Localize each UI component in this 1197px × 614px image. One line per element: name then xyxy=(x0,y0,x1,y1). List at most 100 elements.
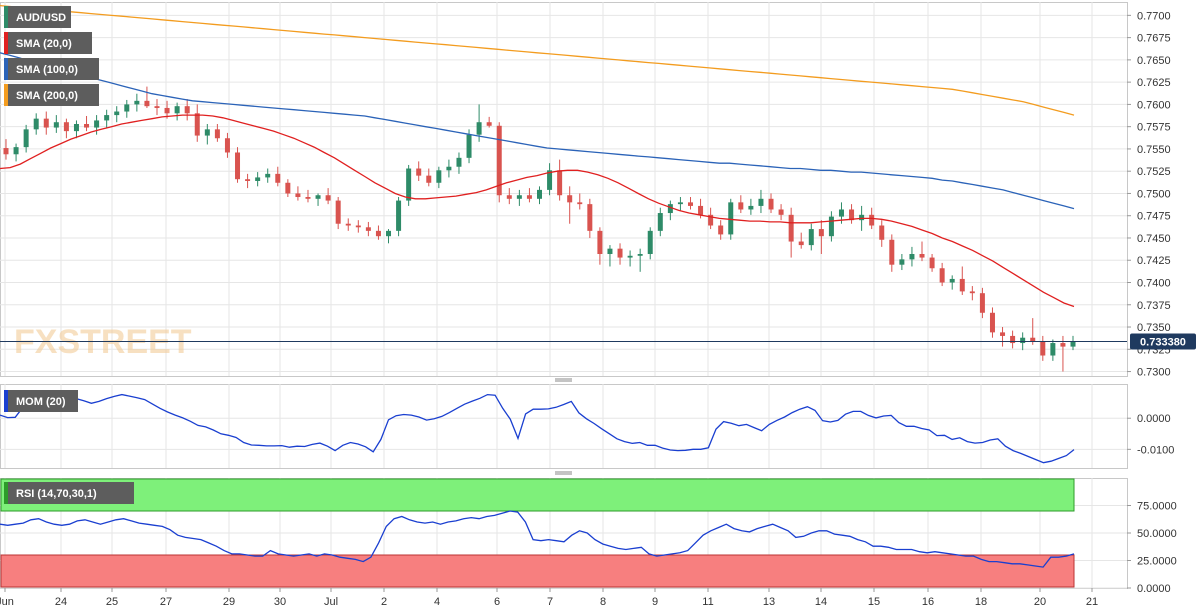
candle-body xyxy=(325,195,331,201)
y-tick-label: 0.7475 xyxy=(1137,211,1171,223)
candle-body xyxy=(144,100,150,107)
candle-body xyxy=(949,278,955,283)
candle-body xyxy=(526,195,532,199)
candle-body xyxy=(617,248,623,258)
candle-body xyxy=(104,115,110,121)
candle-body xyxy=(285,182,291,194)
candle-body xyxy=(265,173,271,178)
candle-body xyxy=(114,111,120,116)
momentum-label-accent xyxy=(4,390,8,412)
y-tick-label: 0.7375 xyxy=(1137,300,1171,312)
candle-body xyxy=(335,200,341,224)
sma-100-line xyxy=(0,52,1075,210)
momentum-y-tick-label: -0.0100 xyxy=(1137,444,1174,456)
candle-body xyxy=(33,118,39,130)
candle-body xyxy=(124,104,130,112)
x-tick-label: 9 xyxy=(652,596,658,608)
candle-body xyxy=(838,209,844,217)
candle-body xyxy=(567,195,573,203)
sma-100-label[interactable] xyxy=(8,58,99,80)
candle-body xyxy=(506,195,512,199)
candle-body xyxy=(748,205,754,210)
candle-body xyxy=(436,170,442,183)
sma-200-label-text: SMA (200,0) xyxy=(16,90,78,102)
x-tick-label: 27 xyxy=(160,596,172,608)
candle-body xyxy=(194,113,200,136)
candle-body xyxy=(979,293,985,313)
symbol-label[interactable] xyxy=(8,6,71,28)
y-tick-label: 0.7450 xyxy=(1137,233,1171,245)
candle-body xyxy=(909,254,915,260)
candle-body xyxy=(728,202,734,235)
x-tick-label: 8 xyxy=(600,596,606,608)
rsi-label-text: RSI (14,70,30,1) xyxy=(16,488,97,500)
candle-body xyxy=(718,225,724,235)
sma-20-label[interactable] xyxy=(8,32,92,54)
candle-body xyxy=(13,147,19,155)
rsi-label[interactable] xyxy=(8,482,134,504)
candle-body xyxy=(818,229,824,237)
y-tick-label: 0.7600 xyxy=(1137,99,1171,111)
candle-body xyxy=(154,106,160,108)
candle-body xyxy=(1020,337,1026,344)
candle-body xyxy=(899,259,905,265)
candle-body xyxy=(476,122,482,135)
x-tick-label: 29 xyxy=(223,596,235,608)
x-tick-label: Jun xyxy=(0,596,14,608)
candle-body xyxy=(587,204,593,231)
candle-body xyxy=(959,278,965,292)
x-tick-label: Jul xyxy=(324,596,338,608)
sma-200-label[interactable] xyxy=(8,84,99,106)
candle-body xyxy=(386,230,392,237)
candle-body xyxy=(375,230,381,237)
candle-body xyxy=(134,100,140,105)
candle-body xyxy=(687,202,693,206)
candle-body xyxy=(597,230,603,255)
candle-body xyxy=(537,189,542,199)
candle-body xyxy=(1040,341,1046,356)
candle-body xyxy=(768,198,774,210)
candle-body xyxy=(164,107,170,114)
candle-body xyxy=(275,173,281,183)
candle-body xyxy=(295,193,301,198)
sma-20-line xyxy=(0,114,1075,308)
candle-body xyxy=(416,168,422,176)
y-tick-label: 0.7350 xyxy=(1137,322,1171,334)
candle-body xyxy=(647,230,653,255)
candle-body xyxy=(828,216,834,237)
candle-body xyxy=(84,123,90,128)
y-tick-label: 0.7500 xyxy=(1137,188,1171,200)
x-tick-label: 18 xyxy=(975,596,987,608)
candle-body xyxy=(969,291,975,294)
candle-body xyxy=(466,134,472,158)
rsi-line xyxy=(0,510,1075,568)
momentum-line xyxy=(0,393,1075,464)
candle-body xyxy=(486,122,492,126)
candle-body xyxy=(939,268,945,283)
candle-body xyxy=(607,248,613,255)
y-tick-label: 0.7575 xyxy=(1137,122,1171,134)
rsi-label-accent xyxy=(4,482,8,504)
x-tick-label: 11 xyxy=(702,596,713,608)
momentum-label[interactable] xyxy=(8,390,78,412)
candle-body xyxy=(305,197,311,199)
x-tick-label: 2 xyxy=(381,596,387,608)
x-tick-label: 20 xyxy=(1034,596,1046,608)
x-tick-label: 4 xyxy=(434,596,440,608)
candle-body xyxy=(758,198,764,206)
candle-body xyxy=(184,106,190,114)
x-tick-label: 14 xyxy=(815,596,827,608)
momentum-y-tick-label: 0.0000 xyxy=(1137,413,1171,425)
candle-body xyxy=(547,170,553,190)
candle-body xyxy=(355,225,361,228)
candle-body xyxy=(1060,343,1066,347)
y-tick-label: 0.7550 xyxy=(1137,144,1171,156)
candle-body xyxy=(1050,343,1056,356)
x-tick-label: 21 xyxy=(1086,596,1098,608)
x-tick-label: 7 xyxy=(547,596,553,608)
symbol-label-text: AUD/USD xyxy=(16,12,66,24)
candle-body xyxy=(859,214,865,221)
candle-body xyxy=(255,177,261,181)
candle-body xyxy=(496,125,502,196)
candle-body xyxy=(1070,341,1076,347)
